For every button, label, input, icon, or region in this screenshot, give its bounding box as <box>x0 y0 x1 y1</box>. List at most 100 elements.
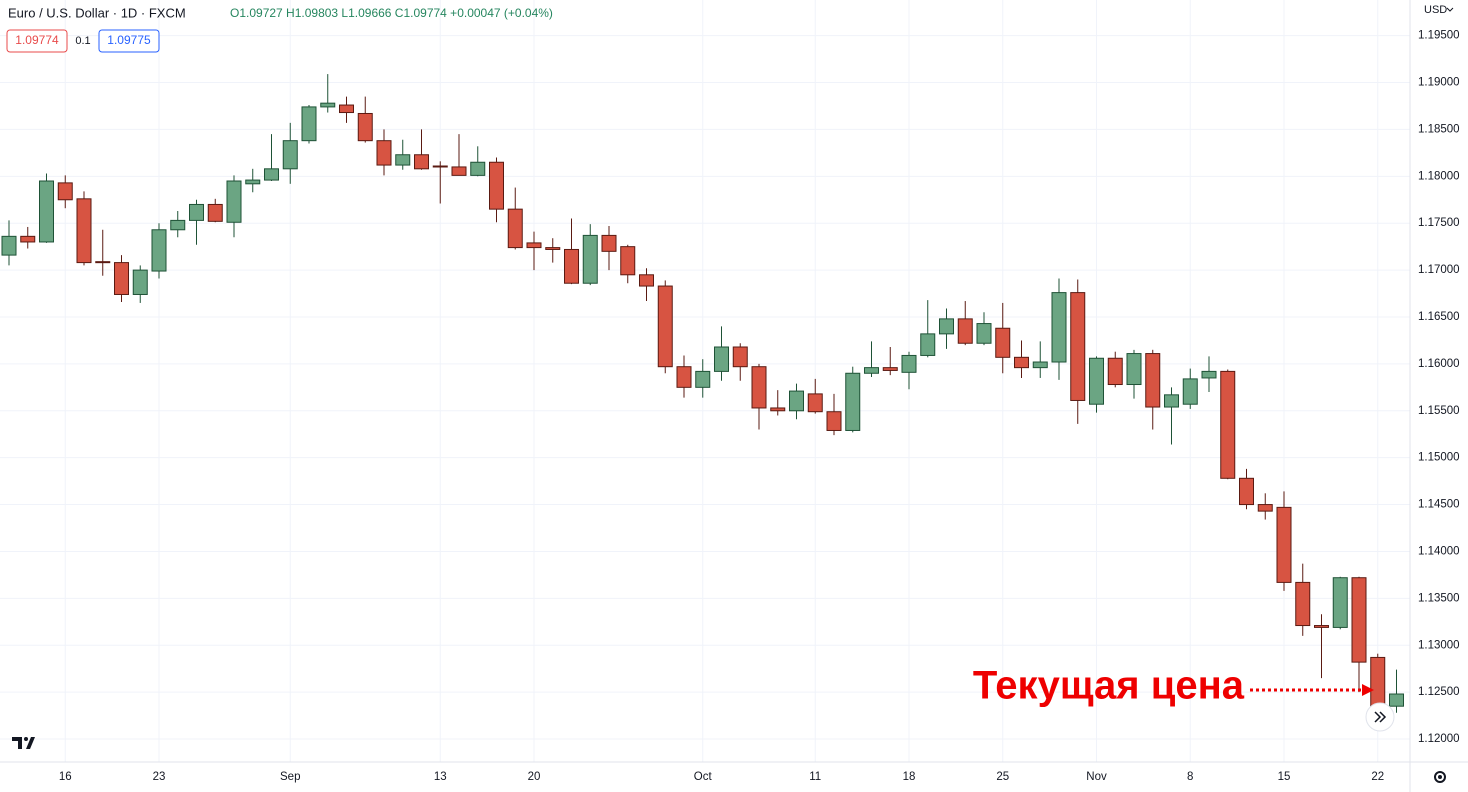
candle-body <box>1389 693 1404 707</box>
x-tick-label: 16 <box>59 771 72 783</box>
y-tick-label: 1.14500 <box>1418 499 1460 511</box>
y-tick-label: 1.15000 <box>1418 452 1460 464</box>
candle-body <box>995 327 1011 358</box>
candle-body <box>132 269 148 295</box>
candle-body <box>1220 370 1236 479</box>
x-tick-label: 20 <box>528 771 541 783</box>
y-tick-label: 1.16000 <box>1418 358 1460 370</box>
candle-body <box>20 235 36 243</box>
scroll-icon[interactable] <box>1374 711 1387 723</box>
candle-body <box>1014 356 1029 369</box>
y-tick-label: 1.16500 <box>1418 311 1460 323</box>
candle-body <box>451 166 467 176</box>
x-tick-label: 8 <box>1187 771 1193 783</box>
y-tick-label: 1.15500 <box>1418 405 1460 417</box>
candle-body <box>864 367 879 374</box>
candle-body <box>1 235 17 256</box>
x-tick-label: 25 <box>996 771 1009 783</box>
candle-body <box>339 104 354 114</box>
annotation-arrowhead <box>1362 684 1374 696</box>
candle-body <box>1201 370 1217 379</box>
y-tick-label: 1.19000 <box>1418 77 1460 89</box>
candle-body <box>676 366 692 388</box>
candle-body <box>39 180 54 243</box>
candle-body <box>1107 357 1123 386</box>
x-tick-label: 11 <box>809 771 821 783</box>
candle-body <box>357 112 373 142</box>
candle-body <box>414 154 429 170</box>
bid-price[interactable]: 1.09774 <box>15 33 59 47</box>
candle-body <box>151 229 167 272</box>
candle-body <box>826 411 842 431</box>
y-tick-label: 1.14000 <box>1418 545 1460 557</box>
candle-body <box>751 366 767 409</box>
candle-body <box>601 234 617 252</box>
candle-body <box>245 179 261 185</box>
candle-body <box>657 285 673 368</box>
candle-body <box>95 261 111 264</box>
candle-body <box>957 318 973 344</box>
currency[interactable]: USD <box>1424 4 1447 16</box>
candle-body <box>507 208 523 249</box>
candle-body <box>1257 504 1273 512</box>
candle-body <box>620 246 636 276</box>
candle-body <box>526 242 542 249</box>
candle-body <box>170 219 186 231</box>
candle-body <box>1332 577 1348 628</box>
x-tick-label: 15 <box>1278 771 1291 783</box>
candle-body <box>732 346 748 368</box>
y-tick-label: 1.18000 <box>1418 170 1460 182</box>
candle-body <box>545 247 561 250</box>
candle-body <box>1051 292 1067 363</box>
x-tick-label: Nov <box>1086 771 1107 783</box>
candle-body <box>1276 506 1292 583</box>
candle-body <box>920 333 936 356</box>
candle-body <box>282 140 298 170</box>
annotation: Текущая цена <box>973 664 1245 708</box>
candle-body <box>57 182 73 201</box>
currency-caret[interactable] <box>1446 7 1454 12</box>
y-tick-label: 1.18500 <box>1418 123 1460 135</box>
candle-body <box>901 354 917 373</box>
ohlc-legend: O1.09727 H1.09803 L1.09666 C1.09774 +0.0… <box>230 6 553 20</box>
candle-body <box>639 274 654 287</box>
candle-body <box>770 407 786 412</box>
candle-body <box>976 323 992 344</box>
candle-body <box>114 262 129 295</box>
x-tick-label: 18 <box>903 771 916 783</box>
ask-price[interactable]: 1.09775 <box>107 33 151 47</box>
spread: 0.1 <box>75 35 90 47</box>
candle-body <box>1314 625 1329 628</box>
candle-body <box>226 180 242 223</box>
x-tick-label: Oct <box>694 771 713 783</box>
candle-body <box>1370 656 1386 707</box>
candle-body <box>714 346 729 372</box>
candle-body <box>1070 292 1086 401</box>
candle-body <box>207 203 223 222</box>
candle-body <box>432 165 448 168</box>
candle-body <box>470 161 486 176</box>
settings-icon[interactable] <box>1434 771 1446 783</box>
candle-body <box>395 154 411 166</box>
y-tick-label: 1.19500 <box>1418 30 1460 42</box>
candle-body <box>695 370 711 388</box>
candle-body <box>1145 353 1161 408</box>
x-tick-label: 23 <box>153 771 166 783</box>
x-tick-label: 22 <box>1371 771 1384 783</box>
y-tick-label: 1.13000 <box>1418 639 1460 651</box>
y-tick-label: 1.12500 <box>1418 686 1460 698</box>
y-tick-label: 1.17000 <box>1418 264 1460 276</box>
candle-body <box>1089 357 1104 405</box>
candle-body <box>1032 361 1048 369</box>
y-tick-label: 1.13500 <box>1418 592 1460 604</box>
candle-body <box>189 203 204 221</box>
symbol-title: Euro / U.S. Dollar · 1D · FXCM <box>8 5 186 20</box>
ask-box[interactable] <box>98 29 160 53</box>
candle-body <box>882 367 898 371</box>
x-tick-label: Sep <box>280 771 300 783</box>
candle-body <box>807 393 823 413</box>
candle-body <box>320 102 336 108</box>
candle-body <box>1164 394 1179 408</box>
bid-box[interactable] <box>6 29 68 53</box>
